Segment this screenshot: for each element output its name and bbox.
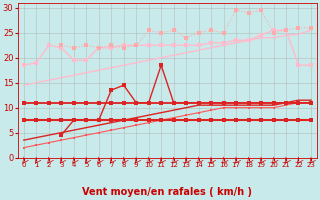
X-axis label: Vent moyen/en rafales ( km/h ): Vent moyen/en rafales ( km/h ) <box>82 187 252 197</box>
